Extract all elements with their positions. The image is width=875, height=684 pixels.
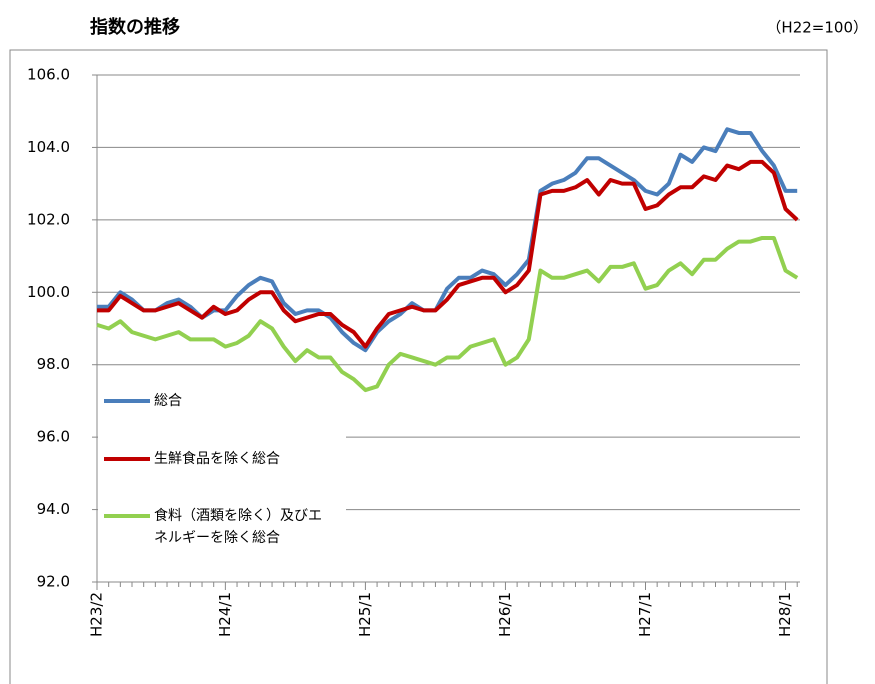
chart-title: 指数の推移 bbox=[90, 16, 180, 38]
y-tick-label: 100.0 bbox=[27, 283, 70, 301]
x-tick-label: H25/1 bbox=[356, 592, 374, 637]
x-tick-label: H27/1 bbox=[636, 592, 654, 637]
y-tick-label: 106.0 bbox=[27, 66, 70, 84]
series-line bbox=[97, 127, 798, 353]
lines bbox=[96, 127, 799, 393]
legend-swatch bbox=[104, 514, 150, 518]
series-line bbox=[97, 159, 799, 349]
legend-item: 食料（酒類を除く）及びエネルギーを除く総合 bbox=[104, 505, 329, 549]
legend-swatch bbox=[104, 457, 150, 461]
legend-swatch bbox=[104, 399, 150, 403]
x-tick-label: H26/1 bbox=[496, 592, 514, 637]
chart-subtitle: （H22=100） bbox=[766, 19, 868, 37]
legend-label: 生鮮食品を除く総合 bbox=[154, 451, 280, 467]
legend-label: 食料（酒類を除く）及びエネルギーを除く総合 bbox=[154, 508, 322, 546]
y-tick-label: 102.0 bbox=[27, 210, 70, 228]
legend-item: 総合 bbox=[104, 390, 329, 412]
x-tick-label: H24/1 bbox=[216, 592, 234, 637]
x-tick-label: H23/2 bbox=[88, 592, 106, 637]
chart-frame bbox=[9, 49, 828, 684]
y-tick-label: 94.0 bbox=[37, 500, 70, 518]
legend-label: 総合 bbox=[154, 393, 182, 409]
legend-item: 生鮮食品を除く総合 bbox=[104, 448, 329, 470]
y-tick-label: 104.0 bbox=[27, 138, 70, 156]
x-tick-label: H28/1 bbox=[776, 592, 794, 637]
y-tick-label: 96.0 bbox=[37, 428, 70, 446]
series-line bbox=[96, 235, 799, 393]
y-tick-label: 92.0 bbox=[37, 573, 70, 591]
legend: 総合生鮮食品を除く総合食料（酒類を除く）及びエネルギーを除く総合 bbox=[98, 382, 346, 577]
y-tick-label: 98.0 bbox=[37, 355, 70, 373]
